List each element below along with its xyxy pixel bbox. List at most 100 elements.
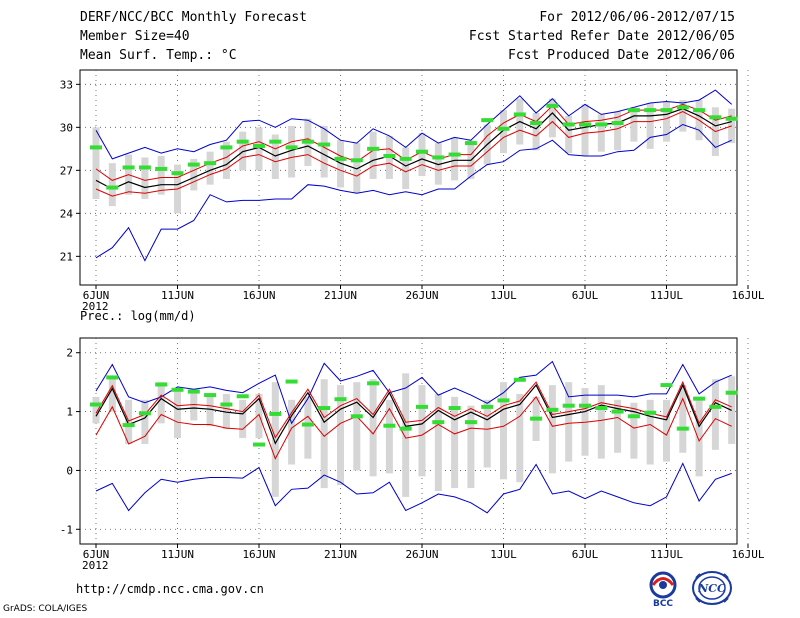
ensemble-box [451,137,459,181]
ensemble-box [288,399,296,465]
observed-marker [432,420,445,425]
observed-marker [644,108,657,113]
series-line-p75 [95,103,732,181]
ensemble-box [369,379,377,477]
ensemble-box [630,107,638,142]
x-year-label: 2012 [82,300,109,313]
observed-marker [660,383,673,388]
ensemble-box [630,402,638,459]
series-line-p75 [95,380,732,439]
observed-marker [725,390,738,395]
x-tick-label: 21JUN [324,548,357,561]
bcc-logo: BCC [649,571,677,608]
observed-marker [350,158,363,163]
observed-marker [481,404,494,409]
observed-marker [693,396,706,401]
ensemble-box [222,141,230,179]
grads-credit: GrADS: COLA/IGES [3,604,88,614]
observed-marker [595,406,608,411]
ensemble-box [353,382,361,471]
observed-marker [350,414,363,419]
observed-marker [301,422,314,427]
ensemble-box [418,385,426,477]
x-tick-label: 11JUN [161,548,194,561]
observed-marker [611,409,624,414]
ensemble-box [92,396,100,424]
ensemble-box [614,111,622,151]
observed-marker [497,398,510,403]
x-tick-label: 6JUN [83,289,110,302]
x-tick-label: 11JUL [650,289,683,302]
observed-marker [383,423,396,428]
ensemble-box [581,104,589,156]
observed-marker [579,403,591,408]
ensemble-box [532,113,540,151]
observed-marker [253,143,265,148]
ensemble-box [337,385,344,486]
ensemble-box [157,382,165,424]
observed-marker [399,156,412,161]
observed-marker [513,112,526,117]
x-year-label: 2012 [82,559,109,572]
observed-marker [90,402,102,407]
plot-frame [79,337,738,545]
ensemble-box [451,396,459,489]
observed-marker [709,115,722,120]
source-url[interactable]: http://cmdp.ncc.cma.gov.cn [76,582,264,596]
series-line-p25 [95,111,732,197]
series-line-p25 [95,396,732,460]
observed-marker [676,105,689,110]
observed-marker [562,122,575,127]
observed-marker [464,141,477,146]
observed-marker [660,108,673,113]
series-line-mean [95,383,732,445]
ensemble-box [679,100,687,132]
x-tick-label: 16JUL [731,548,764,561]
series-line-mean [95,108,732,190]
plot-frame [79,69,738,286]
forecast-produced-date-label: Fcst Produced Date 2012/06/06 [508,48,735,63]
observed-marker [171,171,184,176]
ensemble-box [141,157,149,199]
observed-marker [269,411,282,416]
ensemble-box [663,101,670,142]
observed-marker [171,387,184,392]
observed-marker [187,162,200,167]
x-tick-label: 1JUL [490,289,517,302]
ensemble-box [108,163,116,207]
y-tick-label: 24 [60,207,74,220]
ensemble-box [548,98,556,138]
ensemble-box [271,134,279,179]
observed-marker [334,156,347,161]
observed-marker [204,161,217,166]
y-tick-label: 1 [66,406,73,419]
ensemble-box [174,388,181,439]
observed-marker [416,149,428,154]
ensemble-box [125,399,133,444]
ensemble-box [92,127,100,199]
ensemble-box [239,131,247,171]
observed-marker [725,116,738,121]
ensemble-box [206,151,214,185]
ensemble-box [500,382,507,480]
variable-label: Mean Surf. Temp.: °C [80,48,237,63]
y-tick-label: 27 [60,164,73,177]
ensemble-box [402,147,410,189]
x-tick-label: 21JUN [324,289,357,302]
observed-marker [187,389,200,394]
observed-marker [253,442,265,447]
ensemble-box [239,399,247,439]
observed-marker [269,139,282,144]
ensemble-box [711,379,719,450]
observed-marker [204,393,217,398]
ensemble-box [565,382,573,462]
observed-marker [138,411,151,416]
observed-marker [416,404,428,409]
observed-marker [367,146,380,151]
ensemble-box [434,143,442,185]
observed-marker [220,402,233,407]
ensemble-box [679,385,687,453]
member-size-label: Member Size=40 [80,29,190,44]
ensemble-box [565,115,573,154]
